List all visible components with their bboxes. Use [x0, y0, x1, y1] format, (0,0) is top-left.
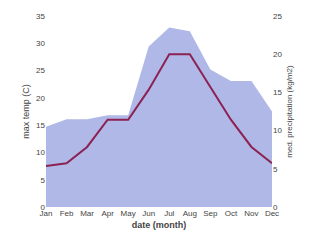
svg-text:Jun: Jun	[142, 209, 155, 218]
svg-text:Sep: Sep	[203, 209, 218, 218]
svg-text:5: 5	[273, 165, 278, 174]
svg-text:0: 0	[41, 203, 46, 212]
svg-text:20: 20	[273, 50, 282, 59]
svg-text:25: 25	[36, 66, 45, 75]
svg-text:10: 10	[36, 148, 45, 157]
svg-text:Apr: Apr	[101, 209, 114, 218]
svg-text:max temp (C): max temp (C)	[21, 84, 31, 139]
svg-text:15: 15	[36, 121, 45, 130]
svg-text:Jul: Jul	[164, 209, 174, 218]
svg-text:35: 35	[36, 12, 45, 21]
svg-text:Nov: Nov	[244, 209, 258, 218]
svg-text:10: 10	[273, 126, 282, 135]
svg-text:0: 0	[273, 203, 278, 212]
svg-text:May: May	[121, 209, 136, 218]
svg-text:20: 20	[36, 94, 45, 103]
svg-text:Dec: Dec	[265, 209, 279, 218]
svg-text:Oct: Oct	[225, 209, 238, 218]
svg-text:30: 30	[36, 39, 45, 48]
svg-text:date (month): date (month)	[132, 220, 187, 230]
svg-text:Feb: Feb	[60, 209, 74, 218]
svg-text:Aug: Aug	[183, 209, 197, 218]
svg-text:med. precipitation (kg/m2): med. precipitation (kg/m2)	[285, 65, 294, 158]
svg-text:15: 15	[273, 88, 282, 97]
svg-text:Jan: Jan	[40, 209, 53, 218]
svg-text:Mar: Mar	[80, 209, 94, 218]
svg-text:25: 25	[273, 12, 282, 21]
svg-text:5: 5	[41, 176, 46, 185]
